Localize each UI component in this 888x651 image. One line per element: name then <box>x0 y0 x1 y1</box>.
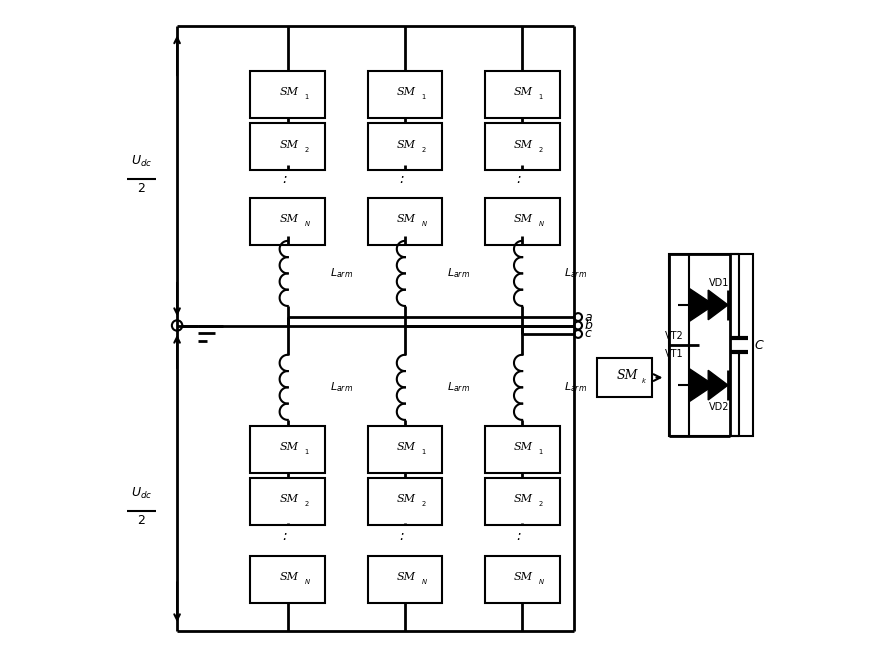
Bar <box>368 71 442 118</box>
Text: SM: SM <box>513 87 533 98</box>
Text: VD1: VD1 <box>710 277 730 288</box>
Text: $_1$: $_1$ <box>304 93 310 102</box>
Text: $_1$: $_1$ <box>421 448 427 457</box>
Text: SM: SM <box>616 369 638 382</box>
Text: SM: SM <box>513 214 533 225</box>
Text: $2$: $2$ <box>137 514 146 527</box>
Text: :: : <box>282 173 287 186</box>
Text: VT2: VT2 <box>664 331 683 341</box>
Text: SM: SM <box>280 87 298 98</box>
Text: $L_{arm}$: $L_{arm}$ <box>565 266 588 281</box>
Bar <box>485 71 559 118</box>
Text: $_2$: $_2$ <box>538 500 544 509</box>
Text: a: a <box>584 311 592 324</box>
Text: VD2: VD2 <box>710 402 730 413</box>
Text: SM: SM <box>513 494 533 505</box>
Text: $_N$: $_N$ <box>421 578 428 587</box>
Text: $_N$: $_N$ <box>304 220 311 229</box>
Text: $_N$: $_N$ <box>538 578 545 587</box>
Text: $L_{arm}$: $L_{arm}$ <box>330 380 353 395</box>
Polygon shape <box>689 368 714 402</box>
Text: $_1$: $_1$ <box>304 448 310 457</box>
Bar <box>485 123 559 170</box>
Bar <box>250 478 325 525</box>
Text: $_2$: $_2$ <box>421 145 427 154</box>
Text: SM: SM <box>513 139 533 150</box>
Bar <box>368 426 442 473</box>
Bar <box>485 556 559 603</box>
Bar <box>597 358 653 397</box>
Polygon shape <box>709 290 728 320</box>
Bar <box>485 198 559 245</box>
Text: SM: SM <box>280 494 298 505</box>
Text: $_1$: $_1$ <box>421 93 427 102</box>
Text: SM: SM <box>280 214 298 225</box>
Text: $U_{dc}$: $U_{dc}$ <box>131 486 152 501</box>
Bar <box>368 123 442 170</box>
Bar <box>250 71 325 118</box>
Text: :: : <box>282 529 287 543</box>
Text: $C$: $C$ <box>754 339 765 352</box>
Text: SM: SM <box>396 139 416 150</box>
Text: :: : <box>400 173 404 186</box>
Text: $L_{arm}$: $L_{arm}$ <box>565 380 588 395</box>
Text: SM: SM <box>396 494 416 505</box>
Bar <box>250 556 325 603</box>
Bar <box>485 478 559 525</box>
Text: :: : <box>517 529 521 543</box>
Text: SM: SM <box>513 442 533 452</box>
Text: SM: SM <box>280 139 298 150</box>
Text: SM: SM <box>396 87 416 98</box>
Text: c: c <box>584 327 591 340</box>
Text: $_k$: $_k$ <box>641 376 647 386</box>
Text: SM: SM <box>280 442 298 452</box>
Text: $_N$: $_N$ <box>304 578 311 587</box>
Text: $_N$: $_N$ <box>538 220 545 229</box>
Text: $_N$: $_N$ <box>421 220 428 229</box>
Text: b: b <box>584 319 592 332</box>
Text: :: : <box>400 529 404 543</box>
Polygon shape <box>689 288 714 322</box>
Bar <box>250 123 325 170</box>
Text: $U_{dc}$: $U_{dc}$ <box>131 154 152 169</box>
Polygon shape <box>709 370 728 400</box>
Text: $_2$: $_2$ <box>304 500 310 509</box>
Text: SM: SM <box>280 572 298 583</box>
Text: $_2$: $_2$ <box>421 500 427 509</box>
Bar <box>250 426 325 473</box>
Bar <box>250 198 325 245</box>
Bar <box>485 426 559 473</box>
Text: SM: SM <box>513 572 533 583</box>
Text: $L_{arm}$: $L_{arm}$ <box>448 266 471 281</box>
Bar <box>368 556 442 603</box>
Text: SM: SM <box>396 214 416 225</box>
Bar <box>368 478 442 525</box>
Text: SM: SM <box>396 572 416 583</box>
Text: $L_{arm}$: $L_{arm}$ <box>448 380 471 395</box>
Text: $_1$: $_1$ <box>538 448 544 457</box>
Text: $2$: $2$ <box>137 182 146 195</box>
Text: $_2$: $_2$ <box>538 145 544 154</box>
Bar <box>368 198 442 245</box>
Text: $_2$: $_2$ <box>304 145 310 154</box>
Bar <box>669 254 753 436</box>
Text: SM: SM <box>396 442 416 452</box>
Text: $L_{arm}$: $L_{arm}$ <box>330 266 353 281</box>
Text: $_1$: $_1$ <box>538 93 544 102</box>
Text: VT1: VT1 <box>664 349 683 359</box>
Text: :: : <box>517 173 521 186</box>
